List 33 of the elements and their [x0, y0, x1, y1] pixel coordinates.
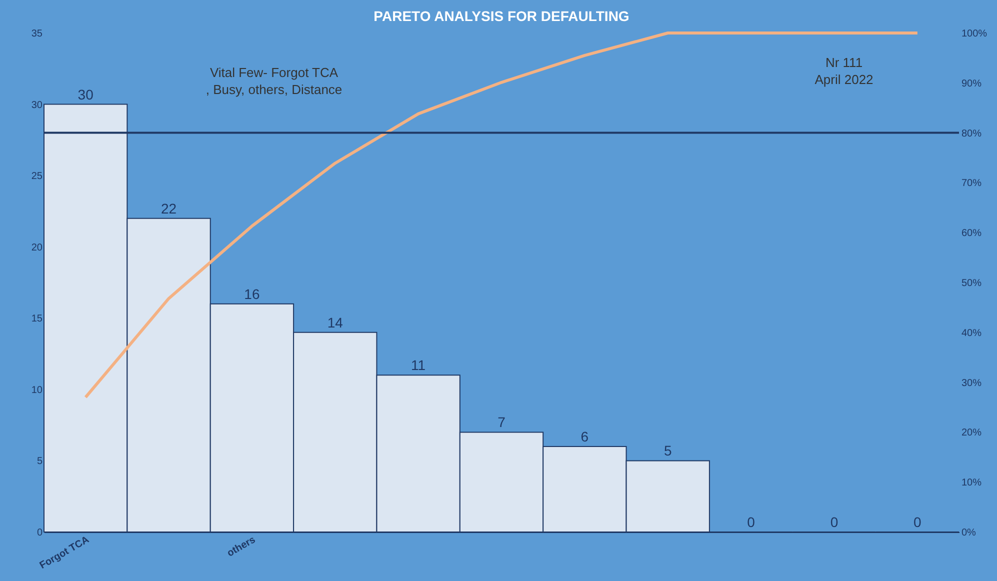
data-label: 6 — [580, 428, 589, 444]
y2-tick-label: 0% — [962, 528, 976, 538]
y2-tick-label: 30% — [962, 378, 982, 389]
y-tick-label: 30 — [31, 100, 43, 111]
y-tick-label: 5 — [36, 456, 43, 468]
chart-title: PARETO ANALYSIS FOR DEFAULTING — [374, 8, 630, 24]
y2-tick-label: 90% — [962, 78, 982, 90]
y-tick-label: 20 — [31, 242, 43, 254]
y2-tick-label: 50% — [962, 278, 982, 289]
annotation: Nr 111 April 2022 — [814, 55, 874, 87]
y2-tick-label: 80% — [962, 128, 982, 140]
data-label: 5 — [664, 442, 672, 459]
data-label: 0 — [747, 514, 756, 530]
y2-tick-label: 40% — [962, 328, 982, 339]
data-label: 22 — [160, 200, 177, 216]
y2-tick-label: 100% — [962, 28, 988, 40]
y-tick-label: 15 — [31, 314, 43, 325]
data-label: 0 — [914, 514, 922, 530]
data-label: 14 — [327, 314, 344, 330]
data-label: 7 — [498, 414, 506, 430]
data-label: 11 — [411, 357, 426, 374]
annotation: Vital Few- Forgot TCA, Busy, others, Distance — [206, 65, 342, 97]
y2-tick-label: 60% — [962, 228, 982, 240]
data-label: 16 — [244, 286, 260, 302]
y-tick-label: 25 — [31, 171, 43, 182]
y-tick-label: 0 — [36, 528, 43, 538]
data-label: 30 — [78, 86, 94, 102]
y-tick-label: 10 — [31, 384, 43, 396]
y2-tick-label: 20% — [962, 428, 982, 439]
y-tick-label: 35 — [31, 28, 43, 40]
y2-tick-label: 10% — [962, 478, 982, 489]
data-label: 0 — [830, 514, 838, 530]
y2-tick-label: 70% — [962, 178, 982, 190]
